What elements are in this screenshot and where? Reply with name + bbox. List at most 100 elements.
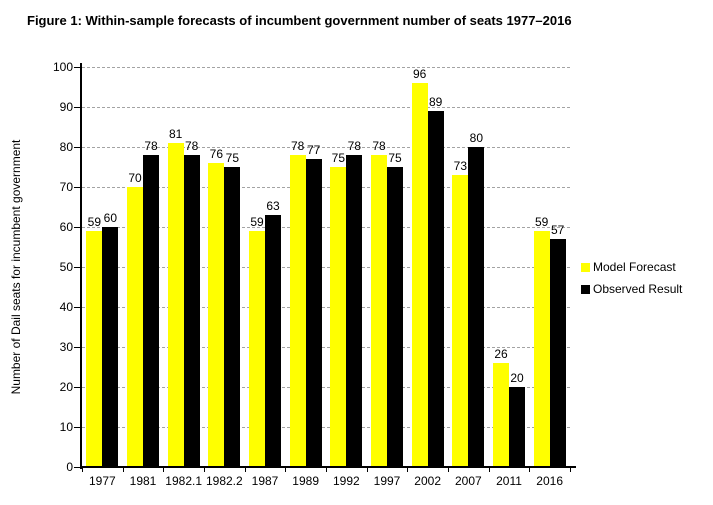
- x-tick-label: 2002: [414, 474, 441, 488]
- y-tick-label: 70: [59, 180, 73, 194]
- bar-value-label: 73: [453, 159, 467, 173]
- bar-model-forecast-1982.2: [208, 163, 225, 467]
- y-axis-tick: [74, 347, 80, 348]
- bar-model-forecast-1982.1: [167, 143, 184, 467]
- x-tick-label: 1997: [373, 474, 401, 488]
- y-axis-tick: [74, 147, 80, 148]
- y-tick-label: 60: [59, 220, 73, 234]
- legend-swatch: [581, 262, 590, 272]
- bar-observed-result-1987: [265, 215, 281, 467]
- grid-line: [82, 147, 570, 148]
- bar-value-label: 60: [103, 211, 117, 225]
- y-tick-label: 20: [59, 380, 73, 394]
- y-tick-label: 50: [59, 260, 73, 274]
- legend-label: Observed Result: [593, 282, 683, 296]
- x-axis-tick: [366, 467, 368, 472]
- x-axis-tick: [448, 467, 449, 472]
- x-axis-tick: [204, 467, 205, 472]
- y-axis-tick: [74, 427, 80, 428]
- bar-model-forecast-1992: [330, 167, 347, 467]
- x-axis-tick: [82, 467, 83, 472]
- bar-value-label: 59: [534, 215, 549, 229]
- x-axis-tick: [163, 467, 165, 472]
- y-tick-label: 40: [59, 300, 73, 314]
- bar-observed-result-1982.1: [183, 155, 200, 467]
- legend-item-observed-result: Observed Result: [581, 278, 682, 300]
- bar-observed-result-1992: [346, 155, 363, 467]
- bar-model-forecast-2002: [411, 83, 428, 467]
- bar-value-label: 59: [250, 215, 264, 229]
- x-axis-tick: [244, 467, 246, 472]
- bar-observed-result-1981: [143, 155, 159, 467]
- x-axis-tick: [326, 467, 327, 472]
- bar-model-forecast-2016: [533, 231, 550, 467]
- x-tick-label: 1989: [292, 474, 319, 488]
- y-axis-tick: [74, 307, 80, 308]
- x-axis-tick: [122, 467, 124, 472]
- plot-area: 59 60 70 78 81 78 76 75 59 63 78 77 75 78 78 75 96 89 73 80…: [53, 60, 576, 488]
- grid-line: [82, 267, 570, 268]
- bar-value-label: 75: [331, 151, 345, 165]
- bar-value-label: 59: [87, 215, 102, 229]
- bar-model-forecast-1989: [289, 155, 306, 467]
- y-axis-tick: [74, 107, 80, 108]
- grid-line: [82, 107, 570, 108]
- legend-swatch: [581, 284, 590, 294]
- bar-value-label: 77: [306, 143, 321, 157]
- bar-value-label: 89: [428, 95, 443, 109]
- bar-value-label: 96: [412, 67, 427, 81]
- bar-model-forecast-1981: [127, 187, 143, 467]
- y-tick-label: 100: [52, 60, 73, 74]
- y-axis-tick: [74, 267, 80, 268]
- grid-line: [82, 67, 570, 68]
- bar-value-label: 70: [128, 171, 142, 185]
- bar-value-label: 78: [184, 139, 199, 153]
- legend-item-model-forecast: Model Forecast: [581, 256, 682, 278]
- bar-value-label: 78: [290, 139, 305, 153]
- bar-observed-result-1997: [387, 167, 403, 467]
- x-axis-tick: [407, 467, 409, 472]
- bar-observed-result-1982.2: [224, 167, 241, 467]
- bar-model-forecast-1987: [249, 231, 265, 467]
- x-tick-label: 2007: [454, 474, 482, 488]
- bar-value-label: 76: [209, 147, 223, 161]
- x-tick-label: 1981: [129, 474, 157, 488]
- y-axis-title: Number of Dail seats for incumbent gover…: [9, 139, 23, 395]
- y-axis-tick: [74, 187, 80, 188]
- bar-observed-result-2011: [509, 387, 525, 467]
- bar-value-label: 20: [510, 371, 524, 385]
- legend-label: Model Forecast: [593, 260, 676, 274]
- bar-model-forecast-1977: [86, 231, 103, 467]
- x-tick-label: 2016: [536, 474, 563, 488]
- bar-model-forecast-2007: [452, 175, 469, 467]
- y-axis-tick: [74, 67, 80, 68]
- x-axis-tick: [285, 467, 287, 472]
- bar-value-label: 78: [372, 139, 386, 153]
- grid-line: [82, 347, 570, 348]
- x-tick-label: 2011: [496, 474, 522, 488]
- grid-line: [82, 187, 570, 188]
- bar-model-forecast-2011: [493, 363, 509, 467]
- bar-observed-result-2007: [468, 147, 485, 467]
- bar-value-label: 63: [266, 199, 280, 213]
- grid-line: [82, 307, 570, 308]
- bar-observed-result-2002: [427, 111, 444, 467]
- bar-value-label: 57: [550, 223, 565, 237]
- grid-line: [82, 427, 570, 428]
- y-tick-label: 80: [59, 140, 73, 154]
- x-tick-label: 1982.2: [205, 474, 243, 488]
- y-axis-tick: [74, 467, 80, 468]
- x-axis-line: [80, 466, 576, 468]
- bar-value-label: 75: [225, 151, 239, 165]
- y-axis-line: [80, 63, 82, 469]
- x-tick-label: 1977: [88, 474, 116, 488]
- grid-line: [82, 227, 570, 228]
- bar-value-label: 26: [494, 347, 508, 361]
- y-tick-label: 10: [59, 420, 73, 434]
- y-axis-tick: [74, 387, 80, 388]
- x-tick-label: 1987: [251, 474, 279, 488]
- y-tick-label: 90: [59, 100, 73, 114]
- grid-line: [82, 387, 570, 388]
- bar-value-label: 78: [347, 139, 361, 153]
